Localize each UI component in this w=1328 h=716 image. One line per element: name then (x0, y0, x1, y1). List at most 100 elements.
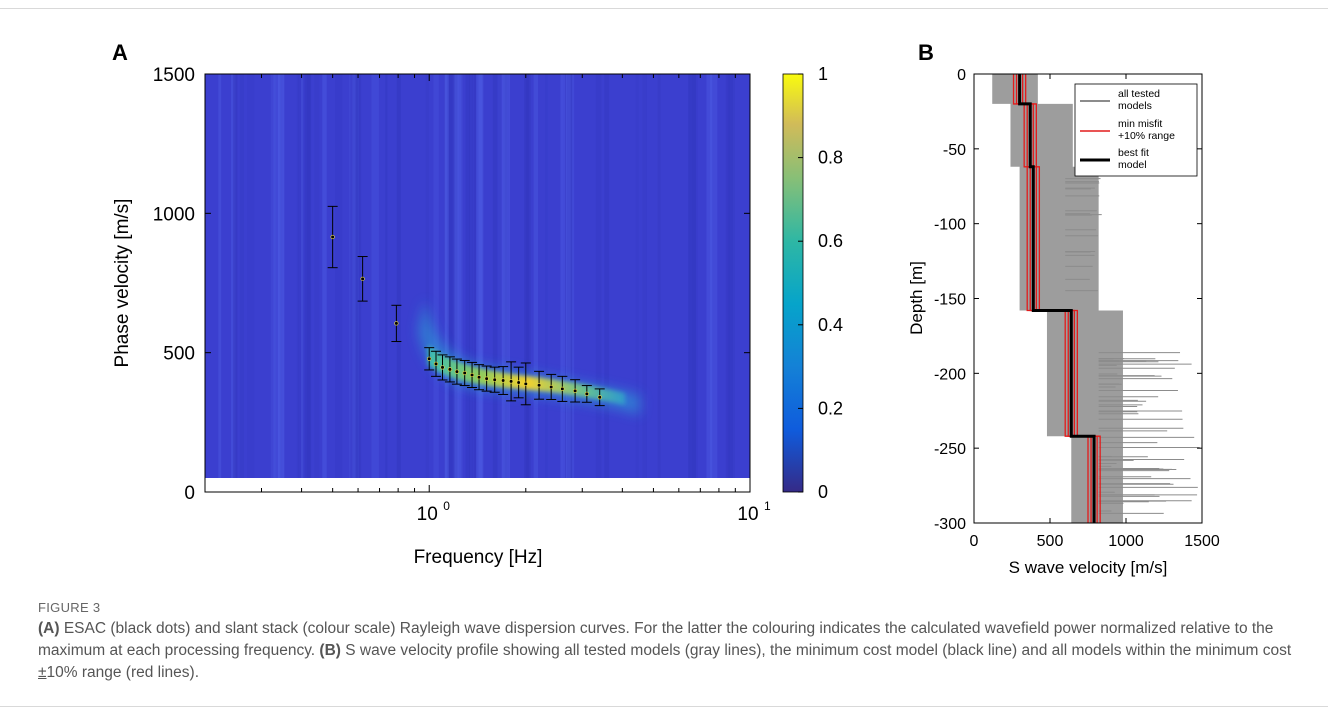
heatmap-streak (474, 74, 477, 478)
esac-point (427, 356, 432, 361)
b-x-tick-label: 1500 (1184, 533, 1220, 550)
heatmap-streak (371, 74, 379, 478)
caption-plusminus: ± (38, 664, 47, 681)
esac-point (584, 391, 589, 397)
heatmap-streak (635, 74, 639, 478)
esac-point (536, 383, 542, 388)
heatmap-streak (727, 74, 733, 478)
heatmap-streak (497, 74, 505, 478)
heatmap-streak (279, 74, 283, 478)
heatmap-streak (595, 74, 602, 478)
legend-label-black-2: model (1118, 159, 1147, 171)
heatmap-streak (444, 74, 452, 478)
heatmap-streak (563, 74, 566, 478)
panel-a-heatmap (205, 74, 750, 478)
colorbar-tick-label: 0.2 (818, 398, 843, 418)
esac-point (560, 386, 565, 391)
esac-point (440, 365, 445, 370)
heatmap-streak (218, 74, 222, 478)
esac-point (501, 378, 506, 383)
heatmap-streak (396, 74, 401, 478)
heatmap-streak (296, 74, 300, 478)
heatmap-streak (692, 74, 698, 478)
heatmap-streak (502, 74, 510, 478)
esac-point (462, 370, 467, 376)
colorbar (782, 73, 804, 493)
esac-point (523, 381, 528, 386)
panel-a-xlabel: Frequency [Hz] (414, 547, 543, 568)
heatmap-streak (503, 74, 508, 478)
gray-models (992, 74, 1200, 523)
esac-point (516, 380, 521, 385)
heatmap-streak (278, 74, 285, 478)
figure-caption: FIGURE 3 (A) ESAC (black dots) and slant… (38, 600, 1298, 684)
esac-point (476, 375, 482, 380)
colorbar-tick-label: 0.8 (818, 148, 843, 168)
esac-point (433, 361, 439, 366)
legend-label-black-1: best fit (1118, 147, 1149, 159)
heatmap-streak (472, 74, 478, 478)
heatmap-streak (729, 74, 735, 478)
b-y-tick-label: -150 (934, 292, 966, 309)
heatmap-streak (297, 74, 306, 478)
esac-point (484, 376, 489, 381)
colorbar-tick-label: 0 (818, 482, 828, 502)
panel-b-axes: 0 500 1000 1500 0 -50 -100 -150 -200 -250 -300 (934, 67, 1220, 550)
heatmap-streak (565, 74, 571, 478)
top-rule (0, 8, 1328, 9)
heatmap-streak (270, 74, 276, 478)
bottom-rule (0, 706, 1328, 707)
heatmap-streak (642, 74, 647, 478)
heatmap-streak (478, 74, 484, 478)
heatmap-streak (492, 74, 498, 478)
y-tick-label: 1000 (153, 204, 195, 225)
heatmap-streak (564, 74, 567, 478)
b-y-tick-label: -50 (943, 142, 966, 159)
panel-a-frame (204, 73, 751, 493)
heatmap-streak (688, 74, 696, 478)
heatmap-streak (497, 74, 502, 478)
heatmap-streak (305, 74, 312, 478)
heatmap-streak (469, 74, 473, 478)
heatmap-streak (385, 74, 388, 478)
heatmap-streak (533, 74, 538, 478)
esac-point (597, 395, 602, 400)
b-x-tick-label: 0 (970, 533, 979, 550)
legend-label-gray-2: models (1118, 100, 1152, 112)
heatmap-streak (476, 74, 483, 478)
gray-models-envelope (992, 74, 1123, 523)
x-tick-label: 10 (737, 504, 758, 525)
heatmap-streak (453, 74, 459, 478)
heatmap-streak (560, 74, 565, 478)
panel-b-label: B (918, 40, 934, 65)
panel-a-axes: 0 500 1000 1500 10 0 10 1 (153, 65, 771, 525)
heatmap-stripes (218, 74, 735, 478)
esac-point (394, 321, 399, 326)
heatmap-streak (564, 74, 573, 478)
heatmap-streak (454, 74, 463, 478)
heatmap-streak (444, 74, 449, 478)
legend-label-red-2: +10% range (1118, 130, 1175, 142)
legend-label-gray-1: all tested (1118, 88, 1160, 100)
b-y-tick-label: -200 (934, 366, 966, 383)
b-x-tick-label: 500 (1037, 533, 1064, 550)
heatmap-streak (301, 74, 304, 478)
esac-point (549, 384, 554, 390)
esac-points (327, 205, 605, 407)
caption-text-b1: S wave velocity profile showing all test… (340, 642, 1292, 659)
colorbar-ticks: 0 0.2 0.4 0.6 0.8 1 (798, 64, 843, 502)
caption-text-a: ESAC (black dots) and slant stack (colou… (38, 620, 1274, 659)
heatmap-streak (545, 74, 548, 478)
best-fit-line (1018, 74, 1096, 523)
b-y-tick-label: -250 (934, 441, 966, 458)
heatmap-streak (335, 74, 343, 478)
heatmap-streak (465, 74, 470, 478)
colorbar-tick-label: 0.6 (818, 231, 843, 251)
heatmap-streak (453, 74, 461, 478)
y-tick-label: 1500 (153, 65, 195, 86)
heatmap-streak (507, 74, 510, 478)
heatmap-streak (524, 74, 529, 478)
heatmap-streak (425, 74, 429, 478)
heatmap-streak (725, 74, 730, 478)
